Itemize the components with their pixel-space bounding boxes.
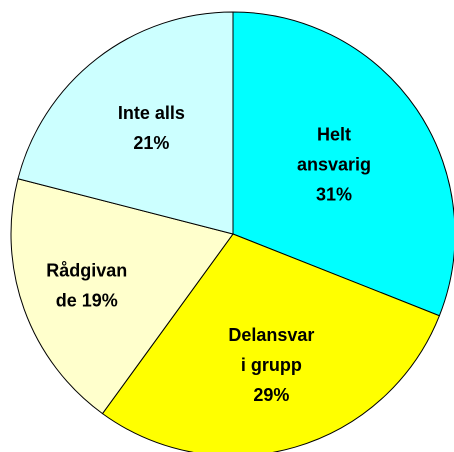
pie-slice — [232, 11, 454, 317]
slice-label-line: ansvarig — [297, 154, 371, 174]
slice-label: Rådgivan de 19% — [46, 260, 127, 310]
pie-slice — [17, 11, 234, 235]
slice-label-line: 21% — [133, 133, 169, 153]
slice-label-line: Delansvar — [228, 325, 314, 345]
pie-slice — [101, 233, 441, 452]
slice-label-line: Inte alls — [118, 103, 185, 123]
slice-label-line: i grupp — [241, 355, 302, 375]
slice-label: Delansvar i grupp 29% — [228, 325, 314, 405]
slice-label-line: Rådgivan — [46, 260, 127, 280]
slice-label-line: 29% — [253, 385, 289, 405]
pie-slice — [10, 178, 234, 415]
slice-label-line: Helt — [317, 124, 351, 144]
slice-label: Inte alls 21% — [118, 103, 185, 153]
slice-label: Helt ansvarig 31% — [297, 124, 371, 204]
slice-label-line: de 19% — [56, 290, 118, 310]
slice-label-line: 31% — [316, 184, 352, 204]
